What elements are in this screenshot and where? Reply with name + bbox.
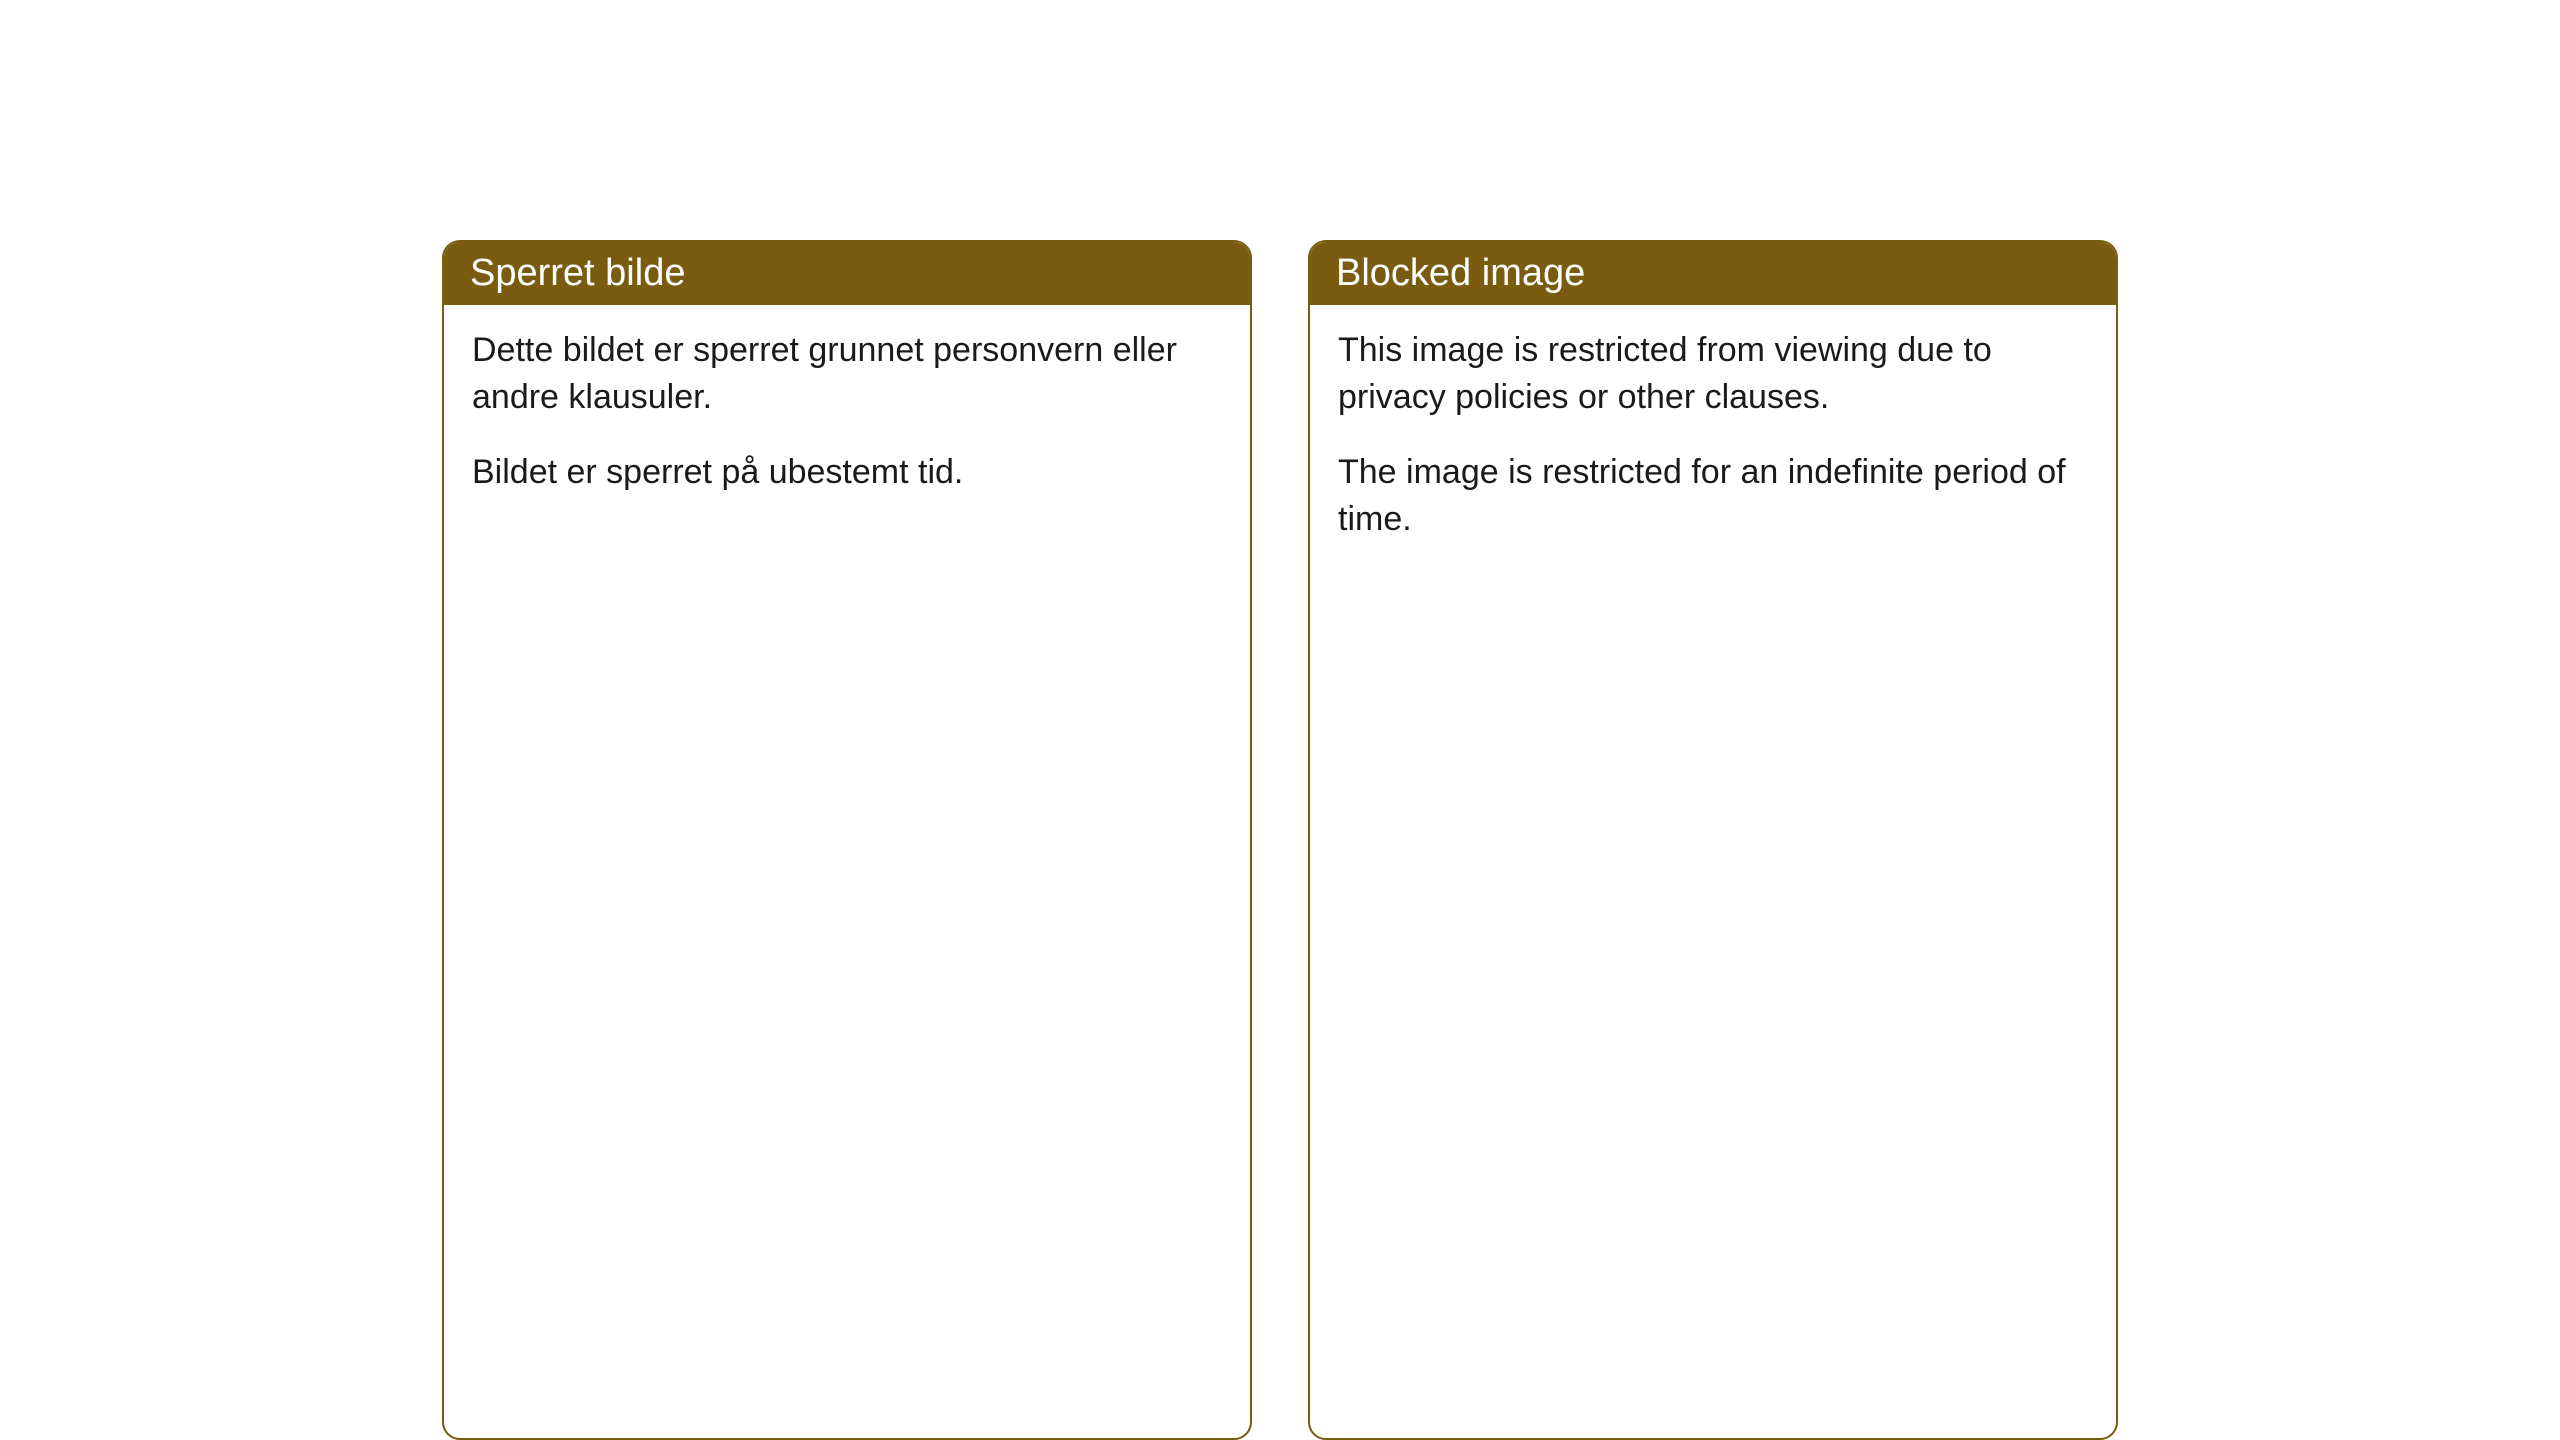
notice-container: Sperret bilde Dette bildet er sperret gr…: [442, 240, 2118, 1440]
card-paragraph-1: Dette bildet er sperret grunnet personve…: [472, 327, 1222, 421]
card-header-norwegian: Sperret bilde: [444, 242, 1250, 305]
card-paragraph-2: Bildet er sperret på ubestemt tid.: [472, 449, 1222, 496]
card-paragraph-1: This image is restricted from viewing du…: [1338, 327, 2088, 421]
card-body-english: This image is restricted from viewing du…: [1310, 305, 2116, 581]
blocked-image-card-english: Blocked image This image is restricted f…: [1308, 240, 2118, 1440]
card-body-norwegian: Dette bildet er sperret grunnet personve…: [444, 305, 1250, 534]
blocked-image-card-norwegian: Sperret bilde Dette bildet er sperret gr…: [442, 240, 1252, 1440]
card-header-english: Blocked image: [1310, 242, 2116, 305]
card-paragraph-2: The image is restricted for an indefinit…: [1338, 449, 2088, 543]
